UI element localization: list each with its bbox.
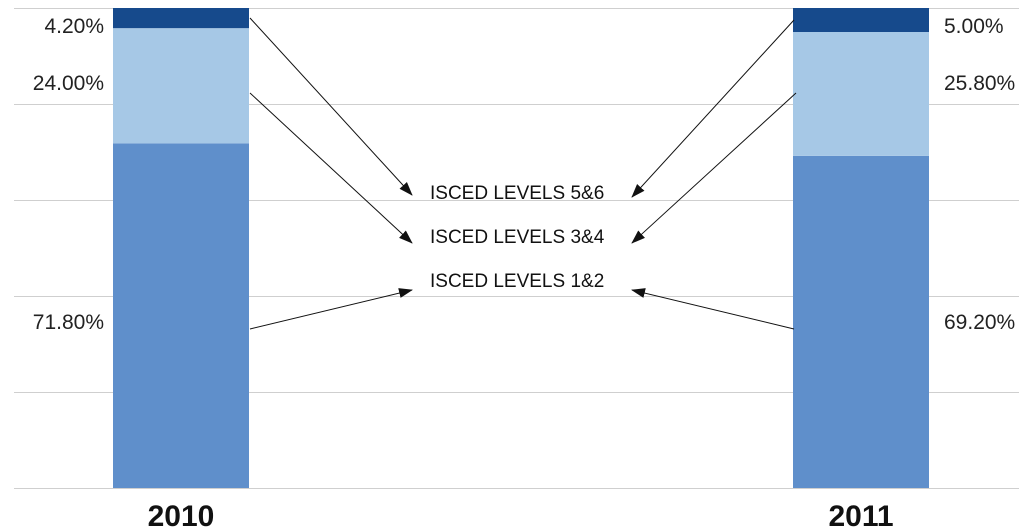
value-label-2010-isced-1-2: 71.80% (33, 311, 104, 334)
arrow-2011-isced-1-2 (631, 288, 795, 330)
bar-segment-2011-isced-levels-5-6 (793, 8, 929, 32)
legend-label-isced-3-4: ISCED LEVELS 3&4 (430, 227, 605, 248)
value-label-2011-isced-3-4: 25.80% (944, 72, 1015, 95)
value-label-2010-isced-3-4: 24.00% (33, 72, 104, 95)
legend-arrows (249, 17, 797, 330)
legend: ISCED LEVELS 5&6 ISCED LEVELS 3&4 ISCED … (430, 183, 605, 292)
bar-segment-2010-isced-levels-1-2 (113, 143, 249, 489)
bar-segment-2010-isced-levels-5-6 (113, 8, 249, 29)
legend-label-isced-1-2: ISCED LEVELS 1&2 (430, 271, 604, 292)
arrow-2010-isced-1-2 (249, 288, 413, 330)
x-tick-label-2010: 2010 (148, 500, 215, 531)
bar-segment-2011-isced-levels-3-4 (793, 32, 929, 156)
value-label-2010-isced-5-6: 4.20% (44, 15, 104, 38)
arrow-2010-isced-5-6 (249, 17, 413, 196)
value-label-2011-isced-5-6: 5.00% (944, 15, 1004, 38)
x-tick-label-2011: 2011 (828, 500, 893, 531)
value-label-2011-isced-1-2: 69.20% (944, 311, 1015, 334)
legend-label-isced-5-6: ISCED LEVELS 5&6 (430, 183, 604, 204)
bars (113, 8, 929, 489)
arrow-2010-isced-3-4 (249, 92, 413, 244)
bar-segment-2010-isced-levels-3-4 (113, 28, 249, 144)
arrow-2011-isced-3-4 (631, 92, 797, 244)
x-axis-labels: 2010 2011 (148, 500, 894, 531)
arrow-2011-isced-5-6 (631, 19, 795, 198)
value-labels: 4.20% 24.00% 71.80% 5.00% 25.80% 69.20% (33, 15, 1015, 334)
bar-segment-2011-isced-levels-1-2 (793, 155, 929, 488)
